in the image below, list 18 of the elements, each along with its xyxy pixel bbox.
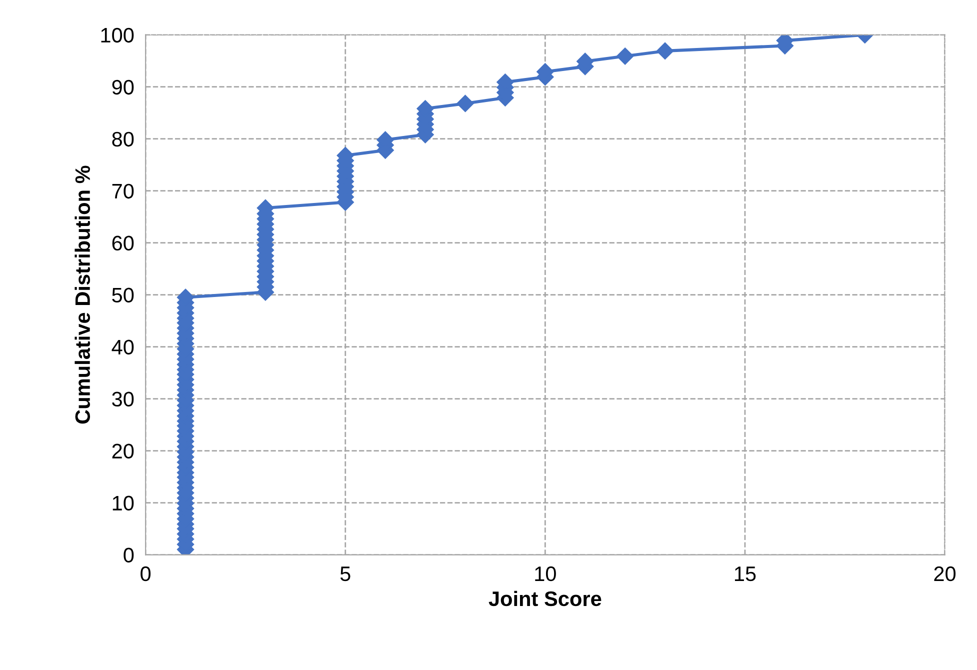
y-tick-label: 20 <box>112 444 134 459</box>
x-tick-label: 15 <box>734 566 756 582</box>
x-tick-label: 20 <box>934 566 956 582</box>
y-tick-label: 0 <box>124 548 134 563</box>
y-tick-label: 10 <box>112 496 134 511</box>
y-tick-label: 30 <box>112 392 134 407</box>
x-tick-label: 0 <box>140 566 151 582</box>
y-tick-label: 40 <box>112 340 134 355</box>
x-tick-label: 5 <box>340 566 350 582</box>
y-tick-label: 60 <box>112 236 134 251</box>
y-tick-label: 50 <box>112 288 134 303</box>
y-axis-title: Cumulative Distribution % <box>74 166 90 424</box>
x-tick-label: 10 <box>535 566 556 582</box>
y-tick-label: 100 <box>101 28 134 43</box>
y-tick-label: 80 <box>112 132 134 147</box>
y-tick-label: 90 <box>112 80 134 95</box>
y-tick-label: 70 <box>112 184 134 199</box>
x-axis-title: Joint Score <box>488 590 602 606</box>
